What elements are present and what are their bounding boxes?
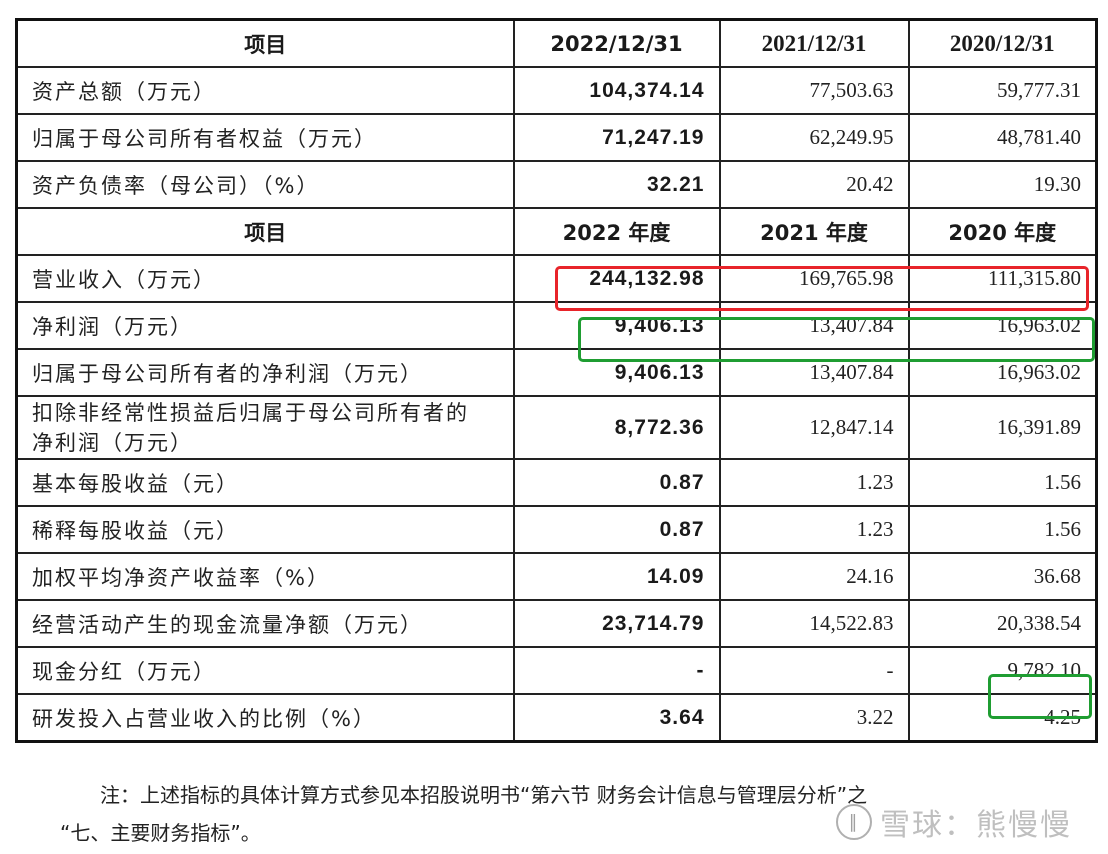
row-label: 稀释每股收益（元） bbox=[15, 505, 515, 554]
table-header-income: 项目 2022 年度 2021 年度 2020 年度 bbox=[15, 207, 1098, 256]
footnote-line2: “七、主要财务指标”。 bbox=[60, 821, 261, 845]
row-label: 研发投入占营业收入的比例（%） bbox=[15, 693, 515, 743]
row-label: 现金分红（万元） bbox=[15, 646, 515, 695]
value-2022: - bbox=[512, 646, 721, 695]
row-label: 扣除非经常性损益后归属于母公司所有者的 净利润（万元） bbox=[15, 395, 515, 460]
table-row-parent-equity: 归属于母公司所有者权益（万元） 71,247.19 62,249.95 48,7… bbox=[15, 113, 1098, 162]
table-row-debt-ratio: 资产负债率（母公司）（%） 32.21 20.42 19.30 bbox=[15, 160, 1098, 209]
value-2022: 9,406.13 bbox=[512, 301, 721, 350]
value-2020: 16,391.89 bbox=[907, 395, 1098, 460]
footnote: 注：上述指标的具体计算方式参见本招股说明书“第六节 财务会计信息与管理层分析”之… bbox=[60, 776, 1080, 852]
header-item: 项目 bbox=[15, 207, 515, 256]
header-2022: 2022/12/31 bbox=[512, 18, 721, 68]
row-label: 基本每股收益（元） bbox=[15, 458, 515, 507]
row-label-line2: 净利润（万元） bbox=[32, 430, 193, 455]
value-2021: 77,503.63 bbox=[718, 66, 910, 115]
value-2022: 8,772.36 bbox=[512, 395, 721, 460]
header-2021: 2021/12/31 bbox=[718, 18, 910, 68]
value-2021: 169,765.98 bbox=[718, 254, 910, 303]
header-2021: 2021 年度 bbox=[718, 207, 910, 256]
row-label: 归属于母公司所有者的净利润（万元） bbox=[15, 348, 515, 397]
header-2022: 2022 年度 bbox=[512, 207, 721, 256]
value-2022: 0.87 bbox=[512, 458, 721, 507]
header-2020: 2020/12/31 bbox=[907, 18, 1098, 68]
table-row-total-assets: 资产总额（万元） 104,374.14 77,503.63 59,777.31 bbox=[15, 66, 1098, 115]
value-2021: 1.23 bbox=[718, 458, 910, 507]
table-row-parent-net-profit: 归属于母公司所有者的净利润（万元） 9,406.13 13,407.84 16,… bbox=[15, 348, 1098, 397]
row-label: 经营活动产生的现金流量净额（万元） bbox=[15, 599, 515, 648]
table-row-revenue: 营业收入（万元） 244,132.98 169,765.98 111,315.8… bbox=[15, 254, 1098, 303]
footnote-line1: 注：上述指标的具体计算方式参见本招股说明书“第六节 财务会计信息与管理层分析”之 bbox=[100, 783, 868, 807]
row-label-line1: 扣除非经常性损益后归属于母公司所有者的 bbox=[32, 400, 469, 425]
row-label: 资产负债率（母公司）（%） bbox=[15, 160, 515, 209]
value-2020: 1.56 bbox=[907, 458, 1098, 507]
value-2021: 3.22 bbox=[718, 693, 910, 743]
row-label: 资产总额（万元） bbox=[15, 66, 515, 115]
value-2020: 1.56 bbox=[907, 505, 1098, 554]
value-2021: 12,847.14 bbox=[718, 395, 910, 460]
value-2022: 23,714.79 bbox=[512, 599, 721, 648]
value-2020: 20,338.54 bbox=[907, 599, 1098, 648]
financial-indicators-table: 项目 2022/12/31 2021/12/31 2020/12/31 资产总额… bbox=[15, 18, 1098, 743]
value-2022: 3.64 bbox=[512, 693, 721, 743]
value-2020: 4.25 bbox=[907, 693, 1098, 743]
watermark-text: 雪球：熊慢慢 bbox=[880, 808, 1072, 843]
header-2020: 2020 年度 bbox=[907, 207, 1098, 256]
value-2021: 14,522.83 bbox=[718, 599, 910, 648]
table-row-rd-ratio: 研发投入占营业收入的比例（%） 3.64 3.22 4.25 bbox=[15, 693, 1098, 743]
value-2022: 32.21 bbox=[512, 160, 721, 209]
value-2022: 0.87 bbox=[512, 505, 721, 554]
row-label: 营业收入（万元） bbox=[15, 254, 515, 303]
value-2021: 1.23 bbox=[718, 505, 910, 554]
header-item: 项目 bbox=[15, 18, 515, 68]
value-2020: 59,777.31 bbox=[907, 66, 1098, 115]
value-2020: 48,781.40 bbox=[907, 113, 1098, 162]
value-2020: 111,315.80 bbox=[907, 254, 1098, 303]
table-row-basic-eps: 基本每股收益（元） 0.87 1.23 1.56 bbox=[15, 458, 1098, 507]
xueqiu-logo-icon: ∥ bbox=[836, 804, 872, 840]
value-2022: 71,247.19 bbox=[512, 113, 721, 162]
value-2021: 62,249.95 bbox=[718, 113, 910, 162]
value-2020: 16,963.02 bbox=[907, 301, 1098, 350]
table-row-operating-cash-flow: 经营活动产生的现金流量净额（万元） 23,714.79 14,522.83 20… bbox=[15, 599, 1098, 648]
table-row-deducted-net-profit: 扣除非经常性损益后归属于母公司所有者的 净利润（万元） 8,772.36 12,… bbox=[15, 395, 1098, 460]
value-2020: 16,963.02 bbox=[907, 348, 1098, 397]
row-label: 净利润（万元） bbox=[15, 301, 515, 350]
watermark: ∥ 雪球：熊慢慢 bbox=[836, 800, 1072, 844]
value-2021: 24.16 bbox=[718, 552, 910, 601]
table-row-net-profit: 净利润（万元） 9,406.13 13,407.84 16,963.02 bbox=[15, 301, 1098, 350]
table-row-weighted-roe: 加权平均净资产收益率（%） 14.09 24.16 36.68 bbox=[15, 552, 1098, 601]
value-2021: 13,407.84 bbox=[718, 301, 910, 350]
value-2021: 20.42 bbox=[718, 160, 910, 209]
value-2020: 19.30 bbox=[907, 160, 1098, 209]
table-row-cash-dividend: 现金分红（万元） - - 9,782.10 bbox=[15, 646, 1098, 695]
value-2020: 9,782.10 bbox=[907, 646, 1098, 695]
table-header-balance: 项目 2022/12/31 2021/12/31 2020/12/31 bbox=[15, 18, 1098, 68]
table-row-diluted-eps: 稀释每股收益（元） 0.87 1.23 1.56 bbox=[15, 505, 1098, 554]
value-2022: 244,132.98 bbox=[512, 254, 721, 303]
value-2021: - bbox=[718, 646, 910, 695]
value-2022: 14.09 bbox=[512, 552, 721, 601]
value-2021: 13,407.84 bbox=[718, 348, 910, 397]
value-2022: 9,406.13 bbox=[512, 348, 721, 397]
row-label: 加权平均净资产收益率（%） bbox=[15, 552, 515, 601]
value-2022: 104,374.14 bbox=[512, 66, 721, 115]
row-label: 归属于母公司所有者权益（万元） bbox=[15, 113, 515, 162]
value-2020: 36.68 bbox=[907, 552, 1098, 601]
